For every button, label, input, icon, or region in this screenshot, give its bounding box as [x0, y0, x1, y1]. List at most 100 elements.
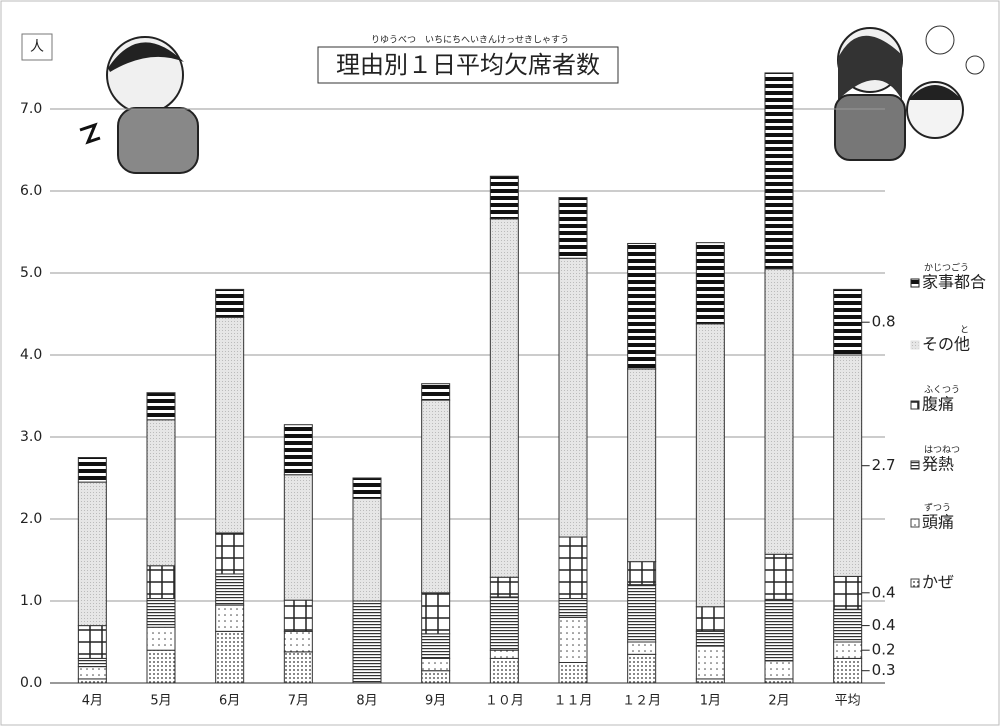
legend-swatch [910, 278, 920, 288]
bar-segment [764, 598, 794, 662]
value-label: 0.2 [872, 641, 896, 659]
bar-segment [627, 242, 657, 370]
bar-segment [283, 651, 313, 684]
bar-segment [695, 645, 725, 680]
bar-segment [489, 576, 519, 598]
bar-segment [215, 532, 245, 575]
illustration-left [79, 36, 199, 174]
x-tick-label: 5月 [150, 694, 171, 709]
bar-segment [695, 606, 725, 632]
bar-segment [77, 457, 107, 483]
bar-segment [283, 599, 313, 632]
bar-segment [558, 197, 588, 259]
x-tick-label: 1月 [700, 694, 721, 709]
bar-segment [489, 649, 519, 659]
bar-segment [215, 604, 245, 632]
y-tick-label: 4.0 [20, 347, 42, 363]
bar-segment [421, 633, 451, 659]
legend-swatch [910, 340, 920, 350]
x-tick-label: 7月 [288, 694, 309, 709]
bar-segment [764, 553, 794, 600]
bar-segment [489, 218, 519, 578]
value-label: 0.3 [872, 661, 896, 679]
x-tick-label: 8月 [356, 694, 377, 709]
legend-label: 発熱 [922, 455, 954, 474]
bar-segment [695, 242, 725, 325]
y-tick-label: 0.0 [20, 675, 42, 691]
bar-segment [833, 354, 863, 577]
bar-segment [283, 424, 313, 476]
bar-segment [489, 657, 519, 684]
title-reading: りゆうべつ いちにちへいきんけっせきしゃすう [371, 35, 569, 46]
bar-segment [352, 477, 382, 499]
chart-title: 理由別１日平均欠席者数 [336, 51, 600, 79]
y-axis-label: 人 [30, 39, 44, 55]
bar-segment [215, 630, 245, 684]
bar-segment [695, 630, 725, 647]
bar-segment [558, 598, 588, 618]
bar-segment [833, 288, 863, 356]
bar-segment [627, 584, 657, 643]
legend-label: 頭痛 [922, 513, 954, 532]
bar-segment [833, 575, 863, 610]
legend-label: 腹痛 [922, 395, 954, 414]
bar-segment [283, 630, 313, 653]
bar-segment [146, 419, 176, 567]
bar-segment [146, 649, 176, 684]
bar-segment [489, 596, 519, 651]
bar-segment [146, 392, 176, 421]
bar-segment [558, 616, 588, 664]
unit-box [21, 33, 53, 61]
bar-segment [146, 598, 176, 628]
value-label: 0.8 [872, 313, 896, 331]
bar-segment [421, 399, 451, 594]
bar-segment [215, 573, 245, 606]
bar-segment [558, 257, 588, 538]
y-tick-label: 2.0 [20, 511, 42, 527]
x-tick-label: １１月 [553, 694, 592, 709]
bar-segment [77, 657, 107, 668]
bar-segment [421, 383, 451, 401]
bar-segment [283, 474, 313, 601]
x-tick-label: １２月 [622, 694, 661, 709]
value-label: 0.4 [872, 616, 896, 634]
value-label: 2.7 [872, 456, 896, 474]
x-tick-label: 4月 [82, 694, 103, 709]
y-tick-label: 3.0 [20, 429, 42, 445]
x-tick-label: 9月 [425, 694, 446, 709]
bar-segment [764, 72, 794, 270]
legend-reading: かじつごう [924, 262, 969, 274]
x-tick-label: 平均 [835, 694, 861, 709]
bar-segment [421, 670, 451, 684]
legend-swatch [910, 460, 920, 470]
bar-segment [833, 608, 863, 643]
legend-reading: はつねつ [924, 445, 960, 456]
bar-segment [833, 641, 863, 659]
bar-segment [627, 368, 657, 563]
bar-segment [215, 316, 245, 534]
bar-segment [421, 592, 451, 635]
y-tick-label: 1.0 [20, 593, 42, 609]
bar-segment [146, 626, 176, 651]
bar-segment [558, 536, 588, 600]
bar-segment [627, 641, 657, 655]
bar-segment [77, 678, 107, 684]
x-tick-label: 2月 [768, 694, 789, 709]
bar-segment [627, 561, 657, 586]
bar-segment [489, 175, 519, 220]
legend-reading: と [960, 325, 969, 336]
y-tick-label: 6.0 [20, 183, 42, 199]
bar-segment [558, 662, 588, 684]
legend-swatch [910, 400, 920, 410]
bar-segment [695, 678, 725, 684]
bar-segment [764, 268, 794, 555]
x-tick-label: 6月 [219, 694, 240, 709]
bar-segment [421, 657, 451, 672]
bar-segment [352, 498, 382, 602]
legend-swatch [910, 578, 920, 588]
bar-segment [352, 600, 382, 684]
legend-reading: ずつう [924, 503, 951, 514]
bar-segment [77, 625, 107, 659]
